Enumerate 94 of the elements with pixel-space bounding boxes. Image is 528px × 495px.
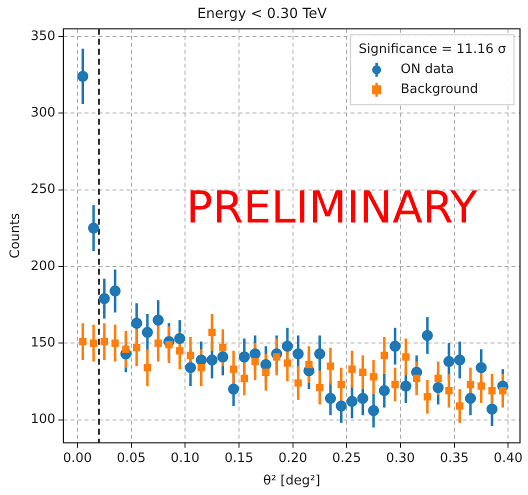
point bbox=[251, 358, 259, 366]
x-axis-title: θ² [deg²] bbox=[263, 474, 320, 489]
point bbox=[240, 374, 248, 382]
point bbox=[336, 400, 347, 412]
point bbox=[378, 385, 390, 396]
point bbox=[316, 384, 324, 392]
point bbox=[305, 360, 313, 368]
chart-title: Energy < 0.30 TeV bbox=[197, 6, 328, 22]
point bbox=[142, 326, 153, 338]
point bbox=[476, 362, 487, 374]
point bbox=[206, 354, 218, 366]
point bbox=[186, 352, 194, 360]
point bbox=[357, 392, 368, 404]
point bbox=[208, 328, 216, 336]
point bbox=[98, 293, 110, 304]
point bbox=[346, 396, 358, 407]
point bbox=[424, 393, 432, 400]
point bbox=[228, 384, 240, 395]
y-tick-label: 150 bbox=[30, 336, 56, 351]
point bbox=[368, 405, 380, 416]
point bbox=[152, 314, 164, 326]
point bbox=[284, 359, 292, 367]
point bbox=[348, 366, 356, 373]
y-tick-label: 100 bbox=[30, 412, 56, 428]
point bbox=[219, 344, 226, 352]
point bbox=[422, 330, 433, 341]
x-tick-label: 0.30 bbox=[386, 450, 415, 466]
point bbox=[110, 286, 121, 296]
x-tick-label: 0.40 bbox=[494, 450, 523, 466]
point bbox=[282, 340, 293, 352]
point bbox=[464, 392, 476, 404]
y-tick-label: 200 bbox=[30, 258, 56, 274]
point bbox=[499, 386, 506, 394]
point bbox=[176, 347, 184, 354]
point bbox=[131, 318, 142, 329]
point bbox=[400, 380, 412, 392]
point bbox=[324, 392, 336, 404]
point bbox=[466, 380, 474, 388]
x-tick-label: 0.05 bbox=[116, 450, 146, 466]
point bbox=[217, 351, 228, 362]
point bbox=[260, 359, 272, 370]
x-tick-label: 0.20 bbox=[278, 450, 308, 466]
point bbox=[456, 402, 464, 410]
point bbox=[443, 356, 454, 368]
point bbox=[390, 340, 401, 352]
legend-label: Background bbox=[400, 82, 478, 98]
x-tick-label: 0.00 bbox=[62, 450, 92, 466]
point bbox=[100, 338, 108, 346]
point bbox=[122, 346, 130, 353]
point bbox=[174, 333, 186, 344]
point bbox=[402, 353, 410, 361]
point bbox=[144, 364, 152, 372]
point bbox=[90, 339, 98, 347]
point bbox=[391, 380, 399, 388]
annotation: PRELIMINARY bbox=[186, 182, 478, 234]
x-tick-label: 0.10 bbox=[170, 450, 200, 466]
point bbox=[88, 222, 100, 234]
point bbox=[434, 374, 442, 382]
point bbox=[445, 386, 453, 394]
y-axis-title: Counts bbox=[8, 212, 24, 258]
point bbox=[230, 366, 238, 373]
y-tick-label: 300 bbox=[30, 106, 56, 121]
point bbox=[454, 354, 466, 366]
point bbox=[196, 354, 207, 366]
point bbox=[359, 368, 366, 376]
x-tick-label: 0.15 bbox=[224, 450, 254, 466]
point bbox=[488, 386, 496, 394]
point bbox=[262, 368, 270, 376]
legend-label: ON data bbox=[400, 62, 454, 78]
y-tick-label: 250 bbox=[30, 182, 56, 198]
point bbox=[338, 380, 345, 388]
point bbox=[198, 364, 205, 372]
point bbox=[77, 70, 88, 82]
point bbox=[294, 379, 302, 387]
point bbox=[111, 339, 119, 347]
point bbox=[326, 362, 334, 370]
x-tick-label: 0.25 bbox=[332, 450, 362, 466]
point bbox=[486, 404, 498, 415]
point bbox=[79, 338, 86, 346]
legend-title: Significance = 11.16 σ bbox=[358, 42, 506, 58]
point bbox=[412, 374, 420, 382]
point bbox=[314, 348, 326, 360]
point bbox=[184, 362, 196, 374]
point bbox=[432, 382, 444, 394]
point bbox=[380, 352, 388, 360]
point bbox=[238, 351, 250, 362]
point bbox=[250, 348, 261, 360]
point bbox=[478, 382, 485, 390]
point bbox=[132, 344, 140, 352]
point bbox=[292, 348, 304, 360]
y-tick-label: 350 bbox=[30, 28, 56, 44]
x-tick-label: 0.35 bbox=[440, 450, 469, 466]
point bbox=[154, 339, 162, 347]
point bbox=[370, 373, 378, 381]
